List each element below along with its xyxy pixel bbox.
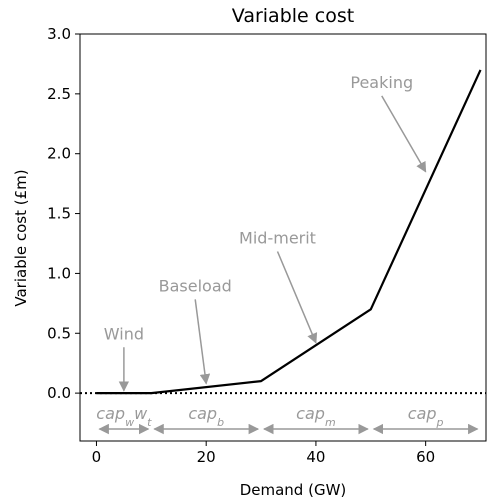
plot-area: 0 20 40 60 0.0 0.5 1.0 1.5 2.0 2.5 3.0 Wind Baseload… (47, 25, 487, 466)
annotation-label: Peaking (350, 73, 413, 92)
capacity-band-label: capp (408, 404, 444, 429)
series-line (96, 69, 482, 395)
annotation-label: Baseload (159, 276, 232, 295)
x-tick-label: 40 (306, 448, 325, 466)
y-tick-label: 2.5 (47, 85, 71, 103)
x-tick-label: 20 (197, 448, 216, 466)
y-tick-label: 0.5 (47, 324, 71, 342)
y-tick-label: 1.5 (47, 205, 71, 223)
annotation-label: Mid-merit (239, 228, 316, 247)
y-tick-label: 1.0 (47, 264, 71, 282)
capacity-band-label: capm (296, 404, 335, 429)
annotation-arrow (381, 95, 427, 173)
annotation-label: Wind (104, 324, 144, 343)
plot-frame (79, 33, 487, 442)
y-tick-label: 0.0 (47, 384, 71, 402)
chart-title: Variable cost (232, 5, 354, 27)
x-tick-label: 0 (92, 448, 102, 466)
y-tick-label: 3.0 (47, 25, 71, 43)
annotation-arrow (276, 251, 318, 344)
y-axis-label: Variable cost (£m) (12, 169, 30, 306)
annotation-arrow (194, 299, 211, 385)
x-tick-label: 60 (416, 448, 435, 466)
x-axis-label: Demand (GW) (240, 481, 347, 499)
capacity-band-label: capb (188, 404, 224, 429)
y-tick-label: 2.0 (47, 145, 71, 163)
capacity-band-label: capwwt (96, 404, 152, 429)
